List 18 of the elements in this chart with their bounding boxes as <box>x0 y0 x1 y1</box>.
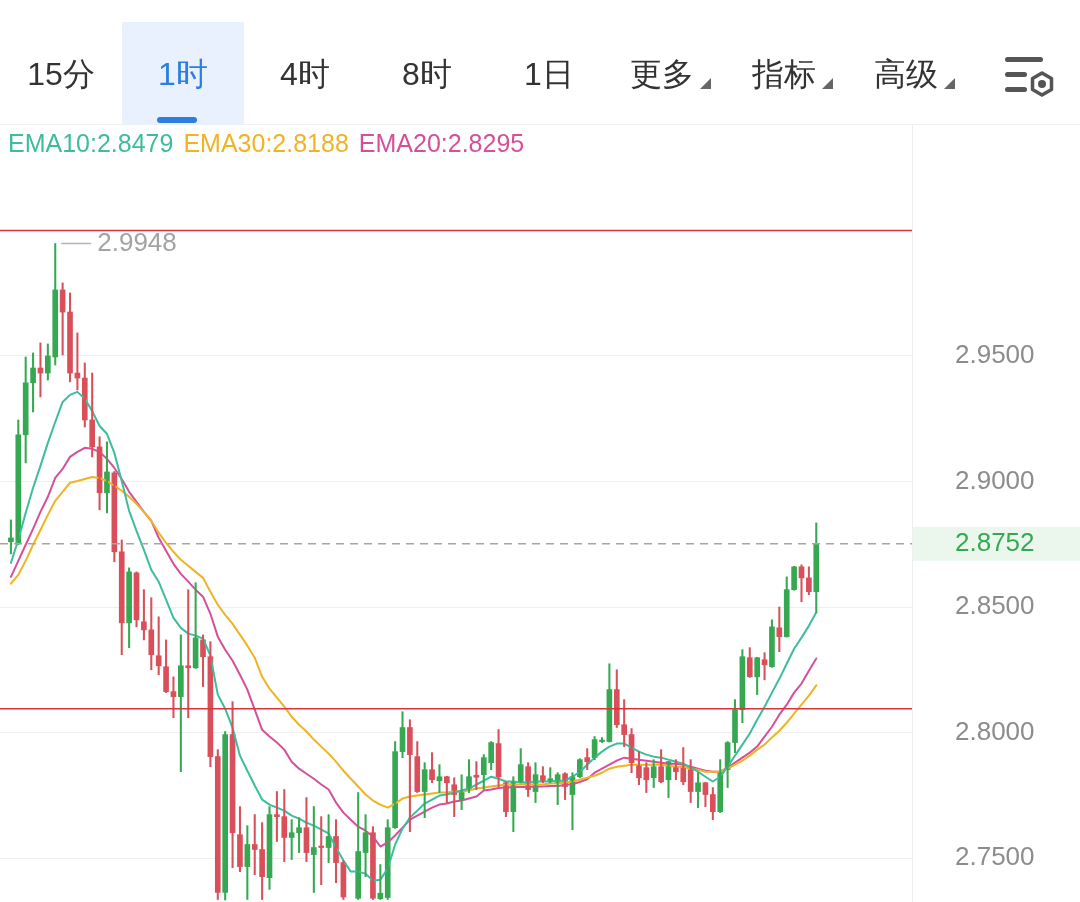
text: 指标 <box>752 55 816 92</box>
text: 1时 <box>158 55 208 92</box>
text: 高级 <box>874 55 938 92</box>
text: EMA20:2.8295 <box>358 129 525 157</box>
text: EMA30:2.8188 <box>183 129 349 157</box>
text: 4时 <box>280 55 330 92</box>
y-tick-label: 2.9500 <box>955 339 1035 370</box>
text: 15分 <box>27 55 95 92</box>
y-tick-label: 2.8752 <box>955 526 1035 557</box>
text: 2.9948 <box>97 226 177 257</box>
y-tick-label: 2.8500 <box>955 590 1035 621</box>
text: 1日 <box>524 55 574 92</box>
y-tick-label: 2.9000 <box>955 464 1035 495</box>
text: 8时 <box>402 55 452 92</box>
text: EMA10:2.8479 <box>8 129 174 157</box>
y-tick-label: 2.7500 <box>955 841 1035 872</box>
text: 更多 <box>630 55 694 92</box>
y-tick-label: 2.8000 <box>955 715 1035 746</box>
